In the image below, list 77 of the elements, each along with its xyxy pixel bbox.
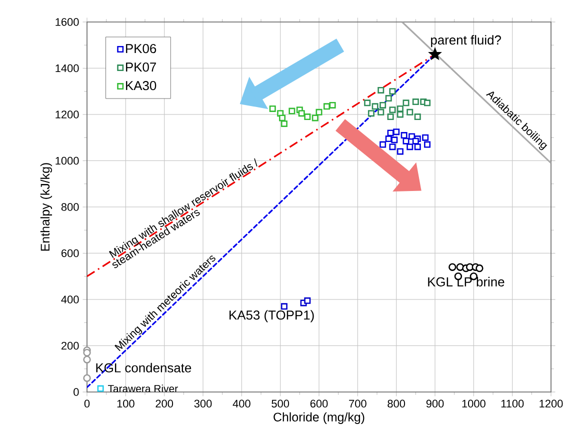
point bbox=[414, 114, 421, 120]
x-tick-label: 0 bbox=[84, 400, 90, 408]
x-tick-label: 700 bbox=[349, 400, 366, 408]
annotation: KA53 (TOPP1) bbox=[230, 310, 314, 322]
point bbox=[83, 356, 91, 364]
point bbox=[380, 102, 386, 108]
point bbox=[387, 114, 394, 120]
point bbox=[97, 385, 104, 392]
point bbox=[312, 114, 318, 122]
point bbox=[402, 138, 410, 144]
point bbox=[393, 128, 400, 136]
point bbox=[368, 110, 374, 117]
point bbox=[279, 114, 286, 122]
point bbox=[402, 100, 410, 106]
point bbox=[448, 263, 456, 271]
point bbox=[424, 100, 431, 106]
point bbox=[83, 374, 91, 382]
x-tick-label: 100 bbox=[117, 400, 134, 408]
annotation: parent fluid? bbox=[431, 35, 501, 48]
point bbox=[298, 110, 305, 117]
point bbox=[288, 108, 296, 114]
point bbox=[422, 134, 429, 141]
point bbox=[400, 132, 408, 139]
y-axis-title: Enthalpy (kJ/kg) bbox=[40, 163, 52, 251]
point bbox=[316, 108, 322, 116]
x-tick-label: 1200 bbox=[540, 400, 563, 408]
y-tick-label: 800 bbox=[61, 203, 79, 211]
point bbox=[380, 141, 386, 148]
annotation: KGL condensate bbox=[96, 362, 192, 372]
point bbox=[385, 95, 392, 102]
point bbox=[406, 144, 414, 150]
point bbox=[83, 348, 91, 357]
y-tick-label: 200 bbox=[62, 342, 79, 350]
point bbox=[396, 148, 404, 155]
point bbox=[406, 108, 414, 116]
x-tick-label: 500 bbox=[272, 400, 290, 408]
y-tick-label: 600 bbox=[62, 249, 79, 258]
y-tick-label: 1200 bbox=[56, 110, 79, 118]
x-tick-label: 600 bbox=[310, 400, 328, 408]
point bbox=[389, 88, 396, 95]
legend-label: PK06 bbox=[126, 44, 156, 54]
point bbox=[414, 144, 421, 150]
point bbox=[372, 103, 378, 110]
point bbox=[304, 297, 311, 304]
point bbox=[378, 86, 384, 94]
point bbox=[280, 303, 288, 310]
x-tick-label: 800 bbox=[388, 400, 406, 408]
point bbox=[389, 106, 396, 114]
legend-label: PK07 bbox=[126, 62, 156, 72]
x-axis-title: Chloride (mg/kg) bbox=[274, 412, 364, 424]
x-tick-label: 400 bbox=[232, 400, 250, 408]
y-tick-label: 0 bbox=[74, 388, 79, 396]
point bbox=[364, 100, 371, 106]
x-tick-label: 200 bbox=[156, 400, 174, 408]
point bbox=[378, 108, 384, 116]
point bbox=[424, 141, 431, 148]
point bbox=[385, 136, 392, 142]
x-tick-label: 300 bbox=[194, 400, 212, 408]
point bbox=[329, 102, 336, 108]
point bbox=[280, 120, 288, 127]
point bbox=[269, 105, 276, 112]
point bbox=[391, 136, 398, 144]
point bbox=[323, 103, 330, 110]
y-tick-label: 1600 bbox=[56, 18, 79, 26]
point bbox=[429, 48, 441, 60]
x-tick-label: 1100 bbox=[501, 400, 524, 408]
y-tick-label: 1400 bbox=[56, 64, 79, 72]
y-tick-label: 1000 bbox=[56, 156, 79, 165]
point bbox=[412, 98, 419, 106]
x-tick-label: 900 bbox=[426, 400, 444, 408]
point bbox=[304, 114, 311, 120]
point bbox=[389, 144, 396, 150]
y-tick-label: 400 bbox=[61, 296, 79, 304]
point bbox=[396, 111, 404, 118]
legend-label: KA30 bbox=[126, 81, 156, 90]
x-tick-label: 1000 bbox=[462, 400, 486, 408]
point bbox=[476, 264, 484, 272]
